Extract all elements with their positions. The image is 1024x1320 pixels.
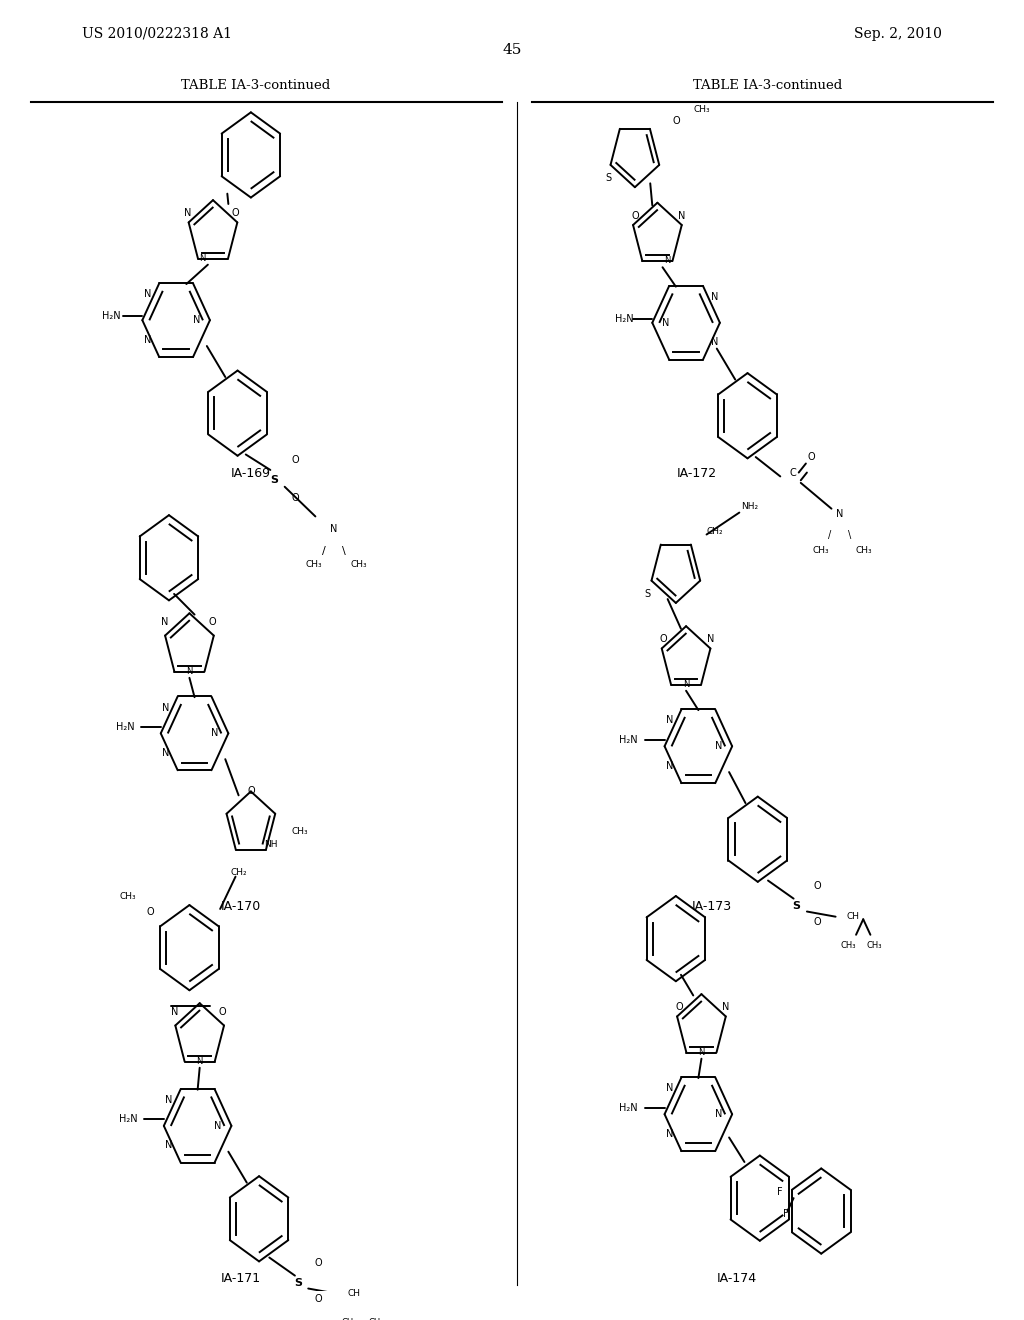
Text: S: S xyxy=(605,173,611,183)
Text: O: O xyxy=(314,1258,323,1267)
Text: CH: CH xyxy=(847,912,859,921)
Text: O: O xyxy=(314,1294,323,1304)
Text: N: N xyxy=(715,742,723,751)
Text: /: / xyxy=(827,529,831,540)
Text: O: O xyxy=(813,917,821,927)
Text: N: N xyxy=(698,1048,705,1057)
Text: O: O xyxy=(218,1007,226,1018)
Text: O: O xyxy=(208,618,216,627)
Text: N: N xyxy=(683,680,689,689)
Text: N: N xyxy=(186,667,193,676)
Text: CH₂: CH₂ xyxy=(707,528,723,536)
Text: IA-172: IA-172 xyxy=(676,467,717,480)
Text: N: N xyxy=(162,747,170,758)
Text: O: O xyxy=(813,880,821,891)
Text: O: O xyxy=(247,787,255,796)
Text: S: S xyxy=(644,589,650,599)
Text: N: N xyxy=(143,289,152,300)
Text: /: / xyxy=(322,546,326,556)
Text: O: O xyxy=(146,907,155,916)
Text: N: N xyxy=(197,1057,203,1065)
Text: \: \ xyxy=(342,546,346,556)
Text: O: O xyxy=(291,494,299,503)
Text: IA-174: IA-174 xyxy=(717,1271,758,1284)
Text: NH₂: NH₂ xyxy=(741,502,758,511)
Text: N: N xyxy=(662,318,670,327)
Text: 45: 45 xyxy=(503,44,521,57)
Text: CH₃: CH₃ xyxy=(341,1317,357,1320)
Text: O: O xyxy=(291,454,299,465)
Text: H₂N: H₂N xyxy=(102,312,121,321)
Text: O: O xyxy=(631,211,639,220)
Text: CH₃: CH₃ xyxy=(856,545,872,554)
Text: N: N xyxy=(715,1109,723,1119)
Text: CH₃: CH₃ xyxy=(840,941,856,949)
Text: CH₂: CH₂ xyxy=(230,869,247,878)
Text: N: N xyxy=(165,1096,173,1105)
Text: N: N xyxy=(162,702,170,713)
Text: N: N xyxy=(722,1002,730,1012)
Text: N: N xyxy=(711,337,719,347)
Text: CH₃: CH₃ xyxy=(292,826,308,836)
Text: O: O xyxy=(672,116,680,127)
Text: O: O xyxy=(675,1002,683,1012)
Text: TABLE IA-3-continued: TABLE IA-3-continued xyxy=(181,79,331,91)
Text: N: N xyxy=(200,253,206,263)
Text: N: N xyxy=(666,715,674,726)
Text: O: O xyxy=(659,634,668,644)
Text: S: S xyxy=(294,1278,302,1288)
Text: NH: NH xyxy=(264,840,279,849)
Text: N: N xyxy=(836,510,844,519)
Text: N: N xyxy=(143,334,152,345)
Text: N: N xyxy=(171,1007,179,1018)
Text: N: N xyxy=(211,729,219,738)
Text: N: N xyxy=(165,1140,173,1150)
Text: CH₃: CH₃ xyxy=(350,560,367,569)
Text: IA-169: IA-169 xyxy=(230,467,271,480)
Text: H₂N: H₂N xyxy=(620,735,638,744)
Text: CH₃: CH₃ xyxy=(866,941,883,949)
Text: N: N xyxy=(666,760,674,771)
Text: IA-170: IA-170 xyxy=(220,900,261,913)
Text: H₂N: H₂N xyxy=(615,314,634,323)
Text: C: C xyxy=(790,467,796,478)
Text: H₂N: H₂N xyxy=(620,1102,638,1113)
Text: IA-171: IA-171 xyxy=(220,1271,261,1284)
Text: F: F xyxy=(777,1187,783,1197)
Text: CH₃: CH₃ xyxy=(305,560,322,569)
Text: CH₃: CH₃ xyxy=(693,106,710,115)
Text: N: N xyxy=(330,524,338,535)
Text: N: N xyxy=(666,1084,674,1093)
Text: CH₃: CH₃ xyxy=(368,1317,384,1320)
Text: N: N xyxy=(665,256,671,265)
Text: US 2010/0222318 A1: US 2010/0222318 A1 xyxy=(82,26,231,41)
Text: H₂N: H₂N xyxy=(119,1114,137,1125)
Text: N: N xyxy=(214,1121,222,1131)
Text: O: O xyxy=(807,451,815,462)
Text: CH: CH xyxy=(348,1290,360,1298)
Text: O: O xyxy=(231,209,240,218)
Text: H₂N: H₂N xyxy=(116,722,134,731)
Text: N: N xyxy=(666,1129,674,1139)
Text: N: N xyxy=(707,634,715,644)
Text: N: N xyxy=(711,292,719,302)
Text: CH₃: CH₃ xyxy=(813,545,829,554)
Text: N: N xyxy=(183,209,191,218)
Text: F: F xyxy=(782,1209,788,1218)
Text: N: N xyxy=(678,211,686,220)
Text: TABLE IA-3-continued: TABLE IA-3-continued xyxy=(693,79,843,91)
Text: \: \ xyxy=(848,529,852,540)
Text: S: S xyxy=(793,902,801,911)
Text: S: S xyxy=(270,475,279,486)
Text: CH₃: CH₃ xyxy=(120,891,136,900)
Text: N: N xyxy=(161,618,169,627)
Text: IA-173: IA-173 xyxy=(691,900,732,913)
Text: N: N xyxy=(193,315,201,325)
Text: Sep. 2, 2010: Sep. 2, 2010 xyxy=(854,26,942,41)
